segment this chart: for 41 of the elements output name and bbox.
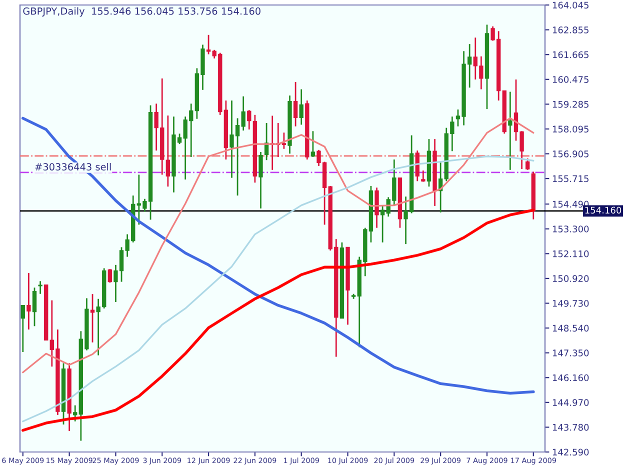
y-tick-label: 158.095 <box>552 126 588 133</box>
ref-line-label: 154.160 <box>585 206 622 214</box>
candlestick <box>299 88 304 126</box>
candlestick <box>73 404 78 422</box>
y-tick-label: 156.905 <box>552 150 588 158</box>
candlestick <box>415 150 420 182</box>
candlestick <box>421 170 426 182</box>
y-tick-label: 144.970 <box>552 399 589 406</box>
candlestick <box>20 304 25 353</box>
candlestick <box>310 130 316 158</box>
ref-line-label: #30336443 sell <box>35 162 111 171</box>
y-tick-label: 142.590 <box>552 448 589 456</box>
y-tick-label: 164.045 <box>552 2 588 9</box>
candlestick <box>247 109 252 130</box>
candlestick <box>526 158 530 171</box>
candlestick <box>508 91 512 171</box>
y-tick-label: 160.475 <box>552 76 588 83</box>
candlestick <box>26 272 31 330</box>
candlestick <box>90 293 95 344</box>
candlestick <box>32 286 37 327</box>
candlestick <box>258 151 263 210</box>
y-tick-label: 148.540 <box>552 324 589 332</box>
y-tick-label: 155.715 <box>552 175 588 182</box>
candlestick <box>38 280 42 295</box>
y-tick-label: 152.110 <box>552 250 589 258</box>
candlestick <box>293 81 298 128</box>
candlestick <box>108 268 112 284</box>
y-tick-label: 159.285 <box>552 100 588 108</box>
y-tick-label: 150.920 <box>552 275 589 282</box>
y-tick-label: 161.665 <box>552 51 588 58</box>
y-tick-label: 149.730 <box>552 300 589 307</box>
candlestick <box>166 114 170 188</box>
y-tick-label: 147.350 <box>552 350 589 356</box>
y-tick-label: 146.160 <box>552 374 589 382</box>
candlestick <box>282 132 286 150</box>
candlestick <box>380 204 385 244</box>
chart-title: GBPJPY,Daily 155.946 156.045 153.756 154.160 <box>23 7 260 17</box>
candlestick <box>241 96 246 132</box>
y-tick-label: 143.780 <box>552 424 589 431</box>
y-tick-label: 153.300 <box>552 226 589 232</box>
y-tick-label: 162.855 <box>552 26 588 34</box>
